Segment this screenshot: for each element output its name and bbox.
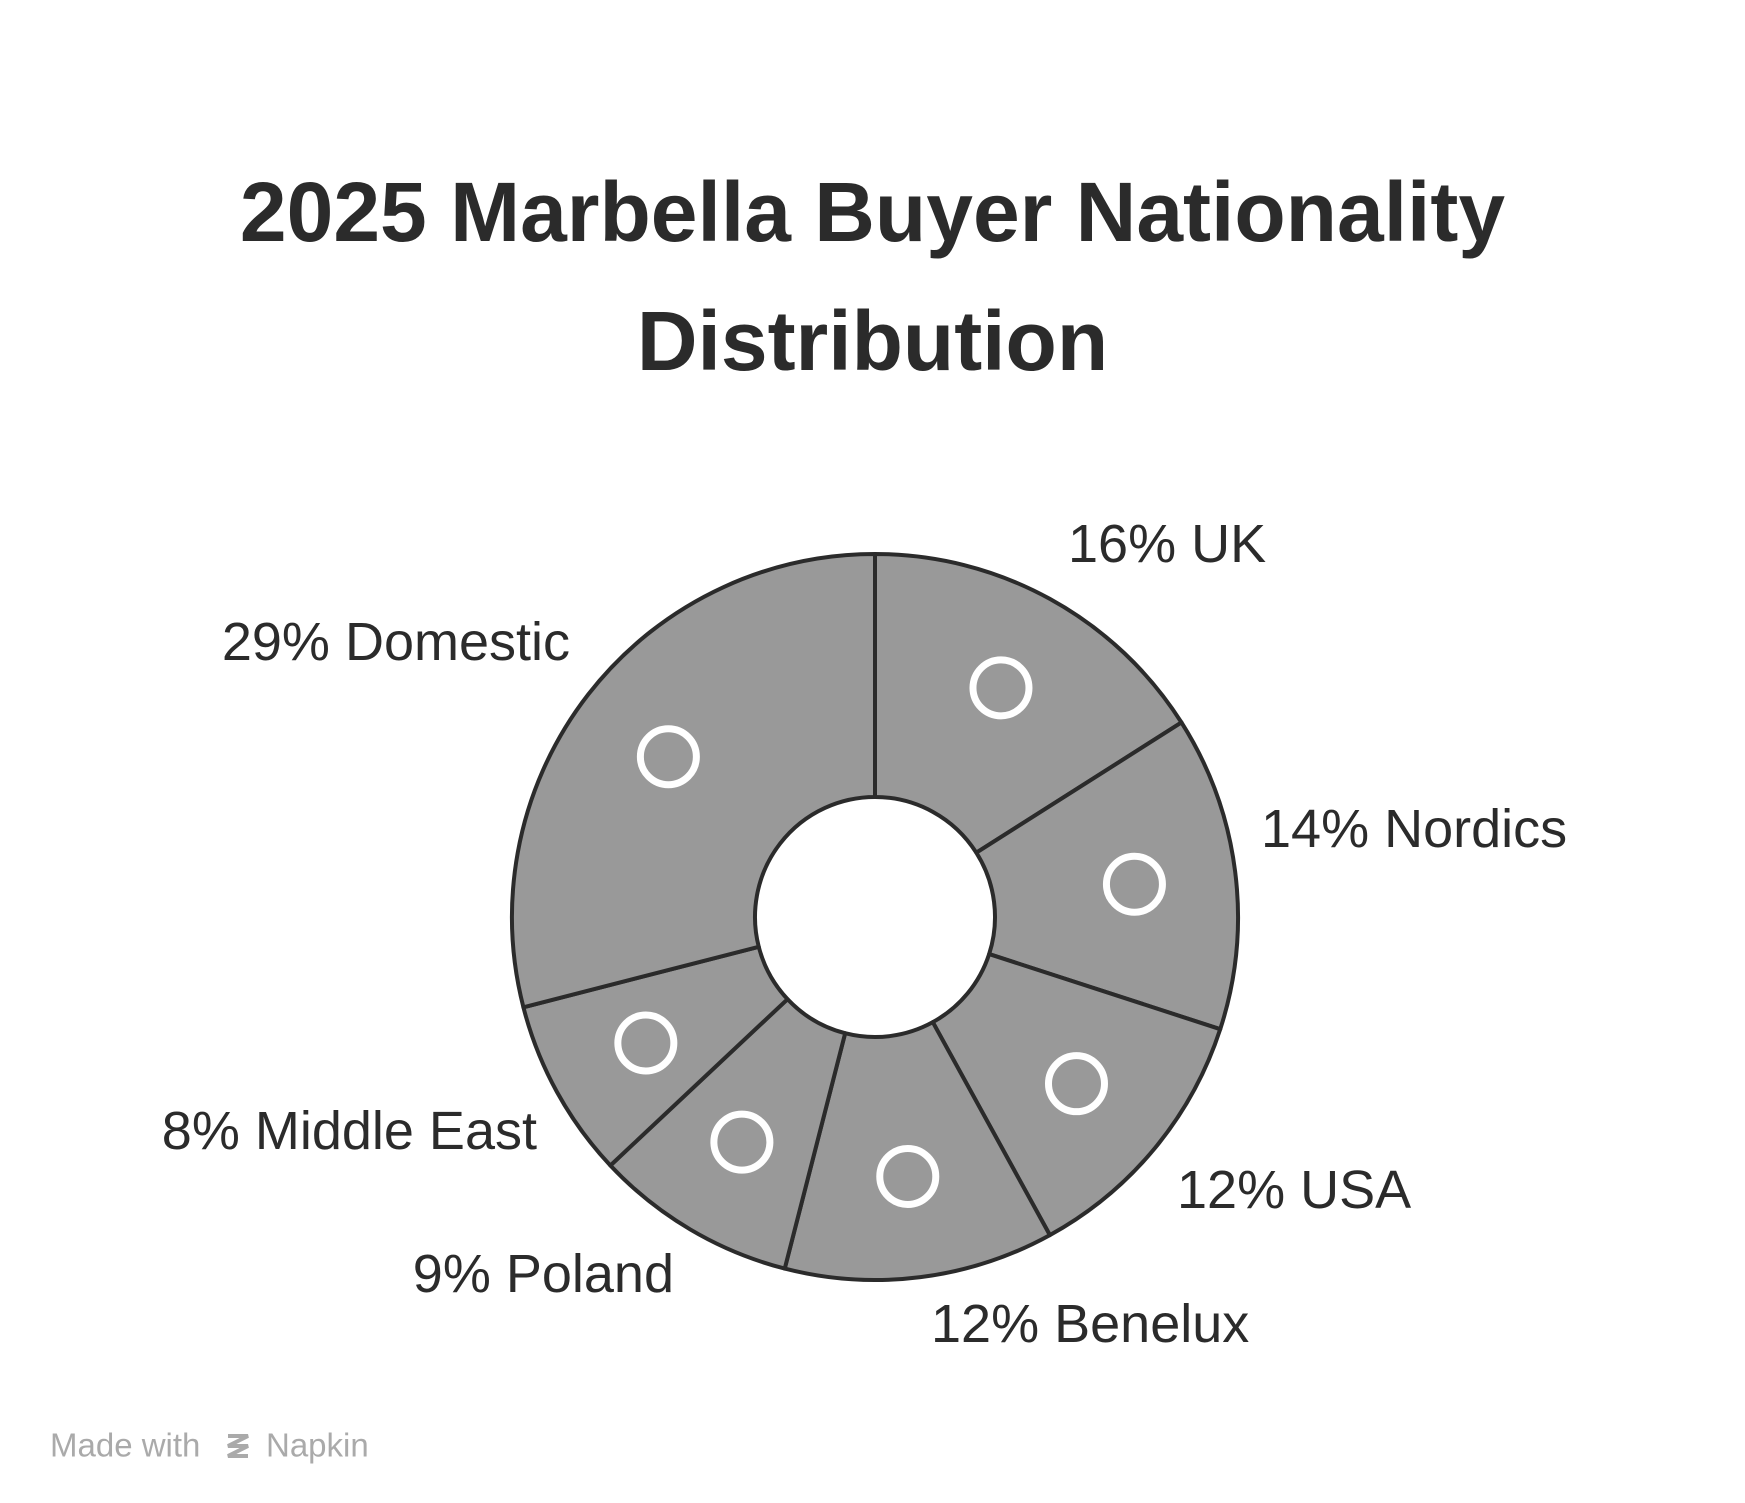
chart-title: 2025 Marbella Buyer Nationality Distribu… <box>239 165 1506 388</box>
slice-icon <box>636 725 700 789</box>
value-label: 8% <box>162 1101 240 1161</box>
slice-icon <box>876 1144 940 1208</box>
data-label: 16% UK <box>1068 514 1266 574</box>
footer-brand: Napkin <box>266 1427 369 1464</box>
data-label: 14% Nordics <box>1261 799 1567 859</box>
data-label: 8% Middle East <box>162 1101 537 1161</box>
category-label: Nordics <box>1384 799 1567 859</box>
slice-icon <box>1044 1052 1108 1116</box>
value-label: 29% <box>222 612 330 672</box>
data-label: 9% Poland <box>413 1244 674 1304</box>
slice-icon <box>614 1011 678 1075</box>
data-label: 29% Domestic <box>222 612 570 672</box>
slice-icon <box>1102 852 1166 916</box>
category-label: Middle East <box>255 1101 537 1161</box>
value-label: 12% <box>1177 1160 1285 1220</box>
donut-slice <box>930 952 1223 1238</box>
footer-prefix: Made with <box>50 1427 200 1464</box>
category-label: Domestic <box>345 612 570 672</box>
category-label: UK <box>1191 514 1266 574</box>
data-label: 12% Benelux <box>931 1294 1249 1354</box>
slice-icon <box>969 656 1033 720</box>
value-label: 14% <box>1261 799 1369 859</box>
data-label: 12% USA <box>1177 1160 1411 1220</box>
value-label: 12% <box>931 1294 1039 1354</box>
donut-slice <box>510 552 877 1010</box>
slice-icon <box>710 1110 774 1174</box>
donut-slice <box>608 997 848 1271</box>
napkin-logo <box>227 1434 249 1458</box>
donut-slice <box>521 944 790 1168</box>
category-label: Benelux <box>1054 1294 1249 1354</box>
category-label: Poland <box>506 1244 674 1304</box>
value-label: 9% <box>413 1244 491 1304</box>
category-label: USA <box>1300 1160 1411 1220</box>
value-label: 16% <box>1068 514 1176 574</box>
